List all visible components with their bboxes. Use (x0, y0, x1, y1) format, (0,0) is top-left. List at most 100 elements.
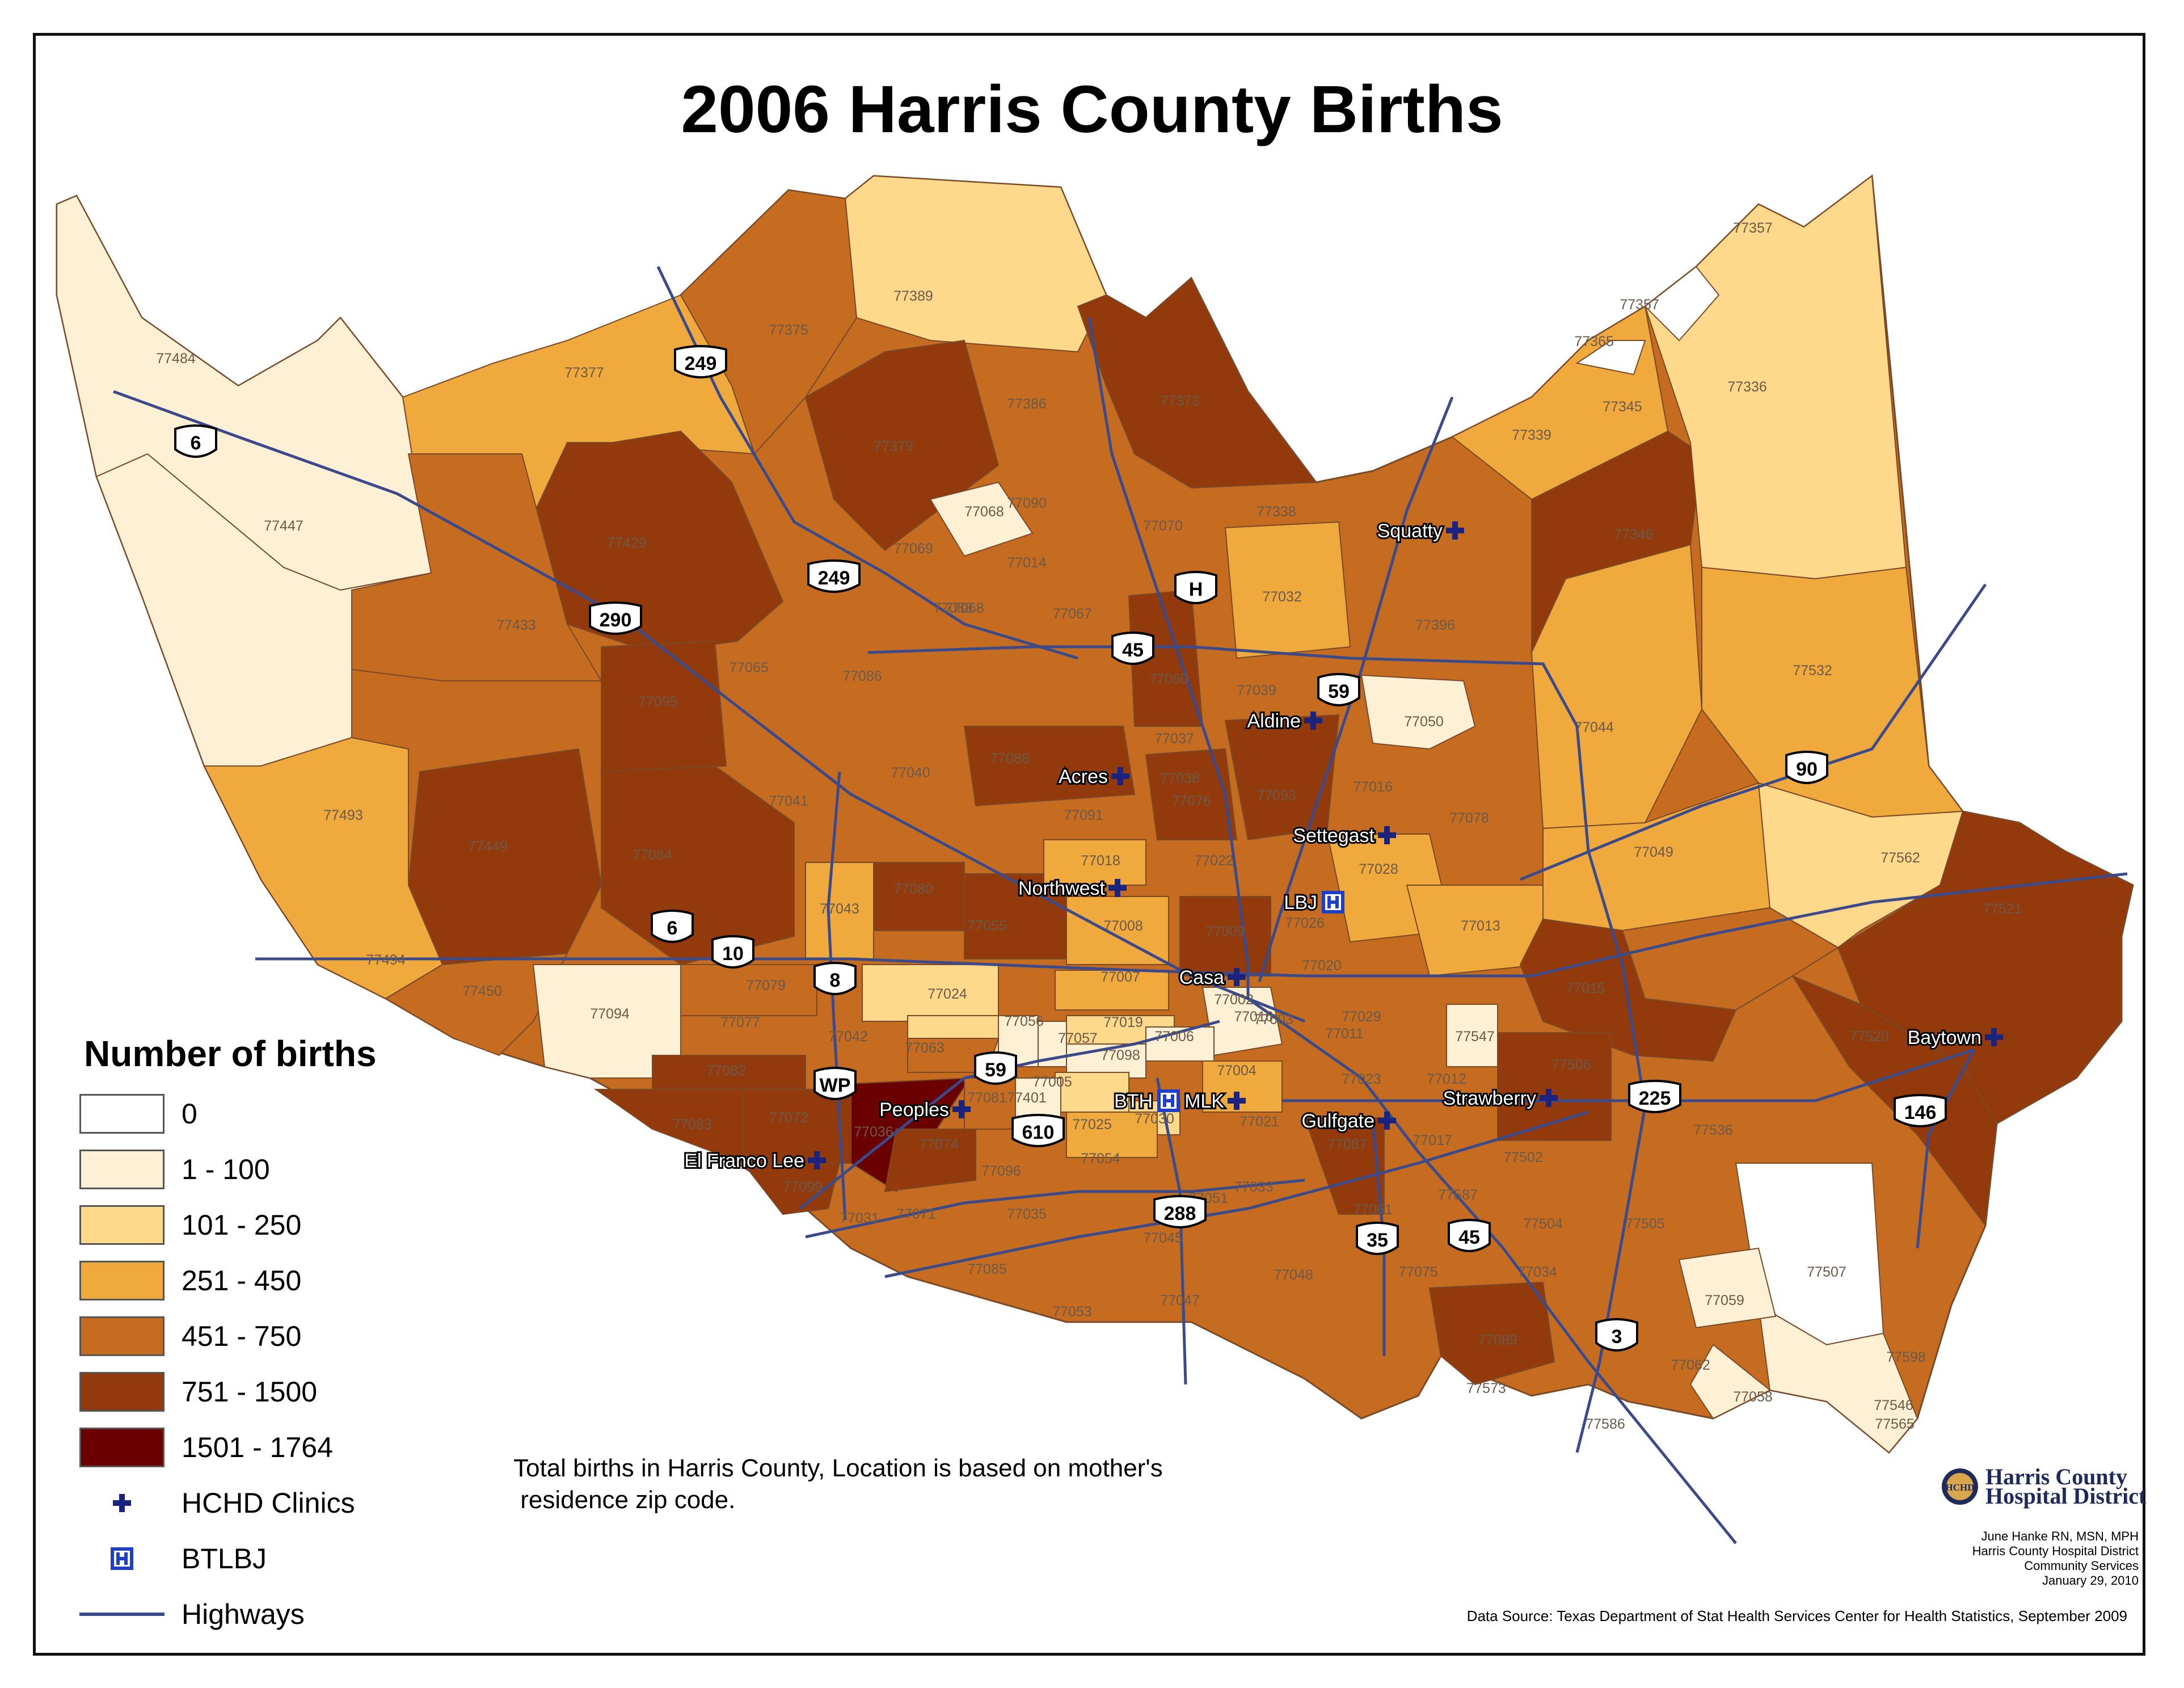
legend-swatch (79, 1094, 165, 1134)
highway-line (867, 645, 1624, 965)
zip-label: 77484 (156, 351, 196, 367)
hchd-seal-icon: HCHD (1942, 1468, 1978, 1505)
shield-shape (1011, 1114, 1065, 1147)
highway-line (1087, 317, 1250, 999)
zip-label: 77598 (1886, 1349, 1926, 1365)
zip-label: 77357 (1733, 220, 1773, 236)
zip-label: 77502 (1503, 1150, 1543, 1165)
clinic-label: LBJ (1284, 892, 1317, 914)
zip-label: 77096 (981, 1163, 1021, 1179)
clinic-label: Strawberry (1443, 1088, 1536, 1109)
highway-shield: WP (813, 1067, 857, 1100)
clinic-label: Squatty (1377, 520, 1443, 542)
zip-label: 77433 (496, 617, 536, 633)
zip-zone-77506 (1497, 1032, 1612, 1141)
hospital-h-icon (79, 1539, 165, 1578)
zip-label: 77034 (1517, 1264, 1557, 1280)
shield-label: 45 (1458, 1227, 1480, 1248)
zip-label: 77016 (1353, 779, 1393, 795)
zip-label: 77338 (1257, 504, 1296, 520)
shield-label: H (1189, 579, 1203, 600)
zip-labels: 77357 77357 77365 77345 77336 77389 77375 77377… (0, 0, 2022, 1432)
shield-label: 35 (1367, 1230, 1388, 1251)
cross-icon (1111, 767, 1129, 785)
clinic-marker: Strawberry (1441, 1086, 1558, 1111)
highway-shield: 3 (1595, 1318, 1638, 1352)
zip-label: 77038 (1160, 771, 1200, 786)
zip-label: 77429 (607, 535, 647, 551)
shield-label: 290 (600, 609, 632, 631)
shield-shape (1174, 571, 1217, 604)
zip-zone-77586 (1757, 1304, 1919, 1454)
zip-label: 77093 (1257, 788, 1296, 803)
zip-label: 77401 (1007, 1090, 1047, 1106)
highway-line (1258, 397, 1454, 982)
zip-label: 77565 (1875, 1416, 1915, 1432)
zip-label: 77068 (945, 600, 984, 616)
zip-zone-77004 (1202, 1060, 1283, 1113)
zip-label: 77084 (633, 847, 672, 863)
legend-class-row: 0 (79, 1092, 197, 1135)
zip-label: 77049 (1634, 844, 1673, 860)
zip-label: 77375 (769, 322, 808, 338)
zip-label: 77336 (1727, 379, 1767, 395)
logo-line-1: Harris County (1985, 1464, 2127, 1489)
shield-label: 6 (191, 432, 201, 454)
zip-label: 77346 (1614, 527, 1654, 542)
clinic-marker: Casa (1178, 965, 1246, 990)
zip-zone-77336 (1644, 175, 1907, 580)
zip-label: 77009 (1205, 924, 1245, 940)
highway-shield: 8 (813, 962, 857, 995)
cross-icon (1985, 1028, 2003, 1046)
zip-label: 77546 (1874, 1397, 1913, 1413)
note-line-2: residence zip code. (513, 1486, 736, 1514)
logo-line-2: Hospital District (1985, 1483, 2147, 1509)
zip-label: 77373 (1160, 393, 1200, 409)
zip-label: 77099 (783, 1179, 823, 1195)
shield-label: 8 (830, 970, 841, 991)
zip-label: 77026 (1285, 915, 1325, 931)
shield-label: 59 (1328, 681, 1350, 702)
hospital-h-icon (1157, 1089, 1180, 1112)
cross-icon (1378, 1112, 1396, 1130)
zip-label: 77058 (1733, 1389, 1773, 1405)
zip-label: 77095 (638, 694, 678, 710)
legend-title: Number of births (84, 1033, 377, 1074)
highway-shield: 45 (1448, 1219, 1491, 1252)
zip-label: 77065 (729, 660, 769, 676)
zip-label: 77506 (1551, 1057, 1591, 1073)
cross-icon (79, 1483, 165, 1523)
data-source: Data Source: Texas Department of Stat He… (1466, 1607, 2127, 1624)
zip-label: 77050 (1404, 714, 1444, 730)
zip-label: 77089 (1478, 1332, 1517, 1348)
zip-zone-77076 (1145, 748, 1238, 840)
zip-zone-77433 (351, 453, 602, 681)
clinic-marker: LBJ (1282, 890, 1344, 915)
zip-label: 77581 (0, 0, 20, 3)
zip-label: 77003 (1254, 1012, 1293, 1028)
highway-line (805, 1178, 1305, 1239)
zip-label: 77061 (1353, 1202, 1393, 1218)
shield-label: 225 (1639, 1088, 1671, 1109)
zip-label: 77019 (1103, 1015, 1143, 1030)
clinic-marker: Squatty (1376, 519, 1464, 544)
map-frame (33, 33, 2145, 1656)
legend-class-label: 1 - 100 (182, 1154, 270, 1185)
zip-label: 77447 (264, 518, 303, 534)
zip-label: 77078 (1449, 810, 1489, 826)
clinic-label: El Franco Lee (684, 1150, 804, 1172)
zip-label: 77587 (1438, 1187, 1478, 1203)
highway-shield: 10 (711, 935, 754, 969)
clinic-label: BTH (1114, 1091, 1153, 1112)
shield-label: 3 (1612, 1326, 1622, 1348)
highway-shield: 45 (1111, 632, 1154, 665)
shield-shape (1894, 1094, 1947, 1127)
legend-class-row: 1 - 100 (79, 1148, 270, 1191)
zip-label: 77033 (1234, 1179, 1274, 1195)
zip-label: 77520 (1849, 1029, 1889, 1045)
zip-label: 77040 (891, 765, 930, 781)
zip-label: 77060 (1149, 671, 1188, 687)
zip-label: 77507 (1807, 1264, 1846, 1280)
